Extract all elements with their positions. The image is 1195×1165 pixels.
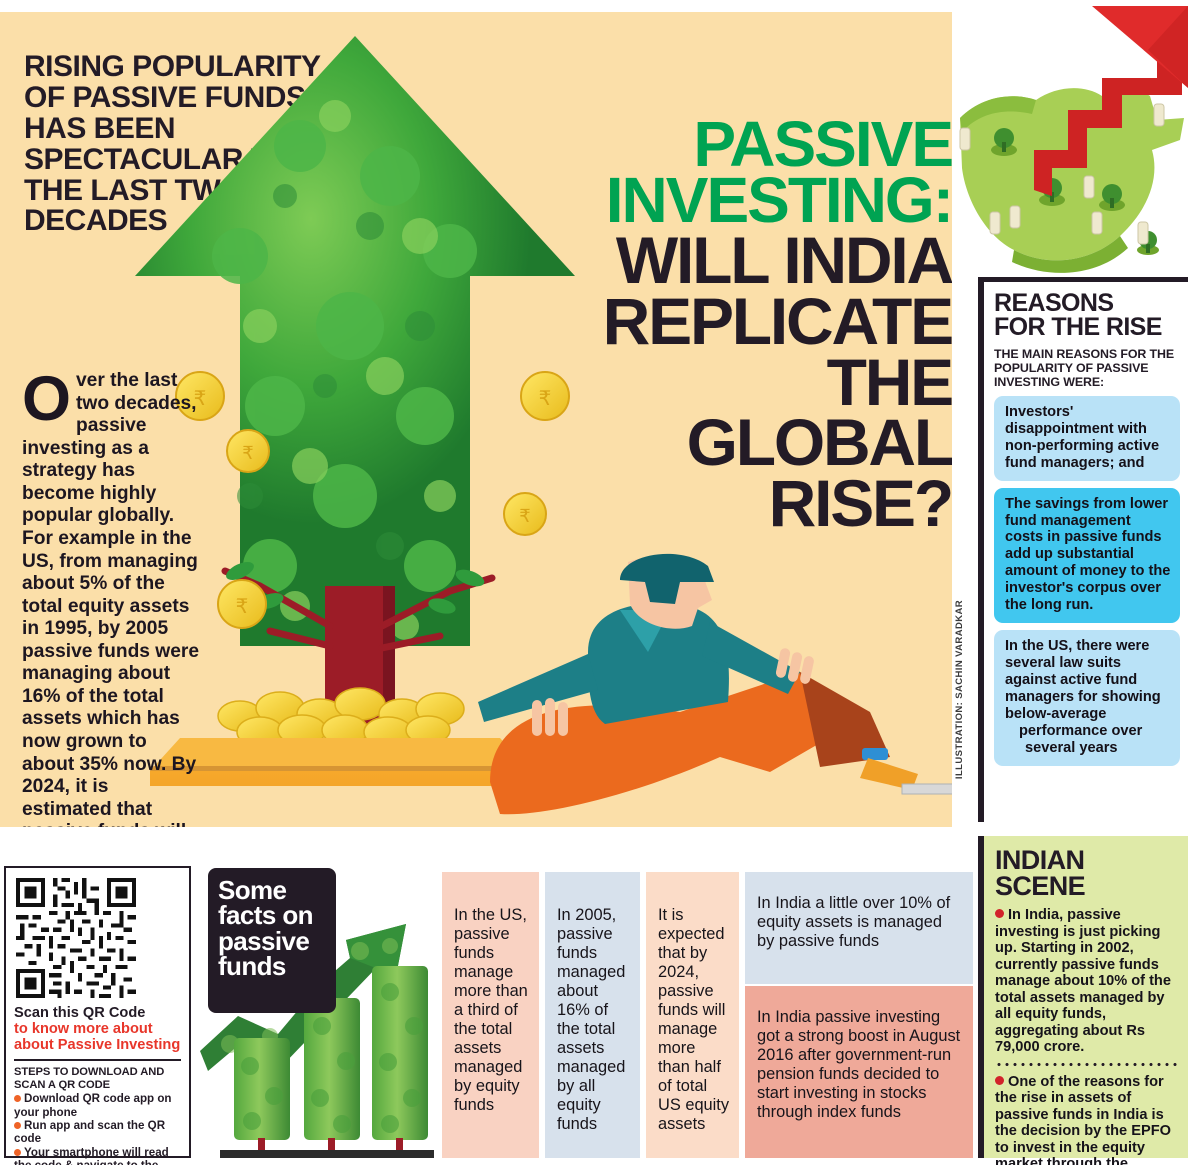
facts-badge-line-3: passive — [218, 925, 310, 956]
reason-item-1-text: Investors' disappointment with non-perfo… — [1005, 403, 1160, 471]
headline-dark-line-1: WILL INDIA — [615, 222, 952, 297]
page-title: PASSIVE INVESTING: WILL INDIA REPLICATE … — [552, 108, 952, 541]
bullet-icon — [14, 1148, 21, 1156]
reasons-panel-title-line-1: REASONS — [994, 289, 1114, 317]
fact-tile-us-third: In the US, passive funds manage more tha… — [442, 872, 539, 1158]
qr-step-2: Run app and scan the QR code — [14, 1119, 181, 1146]
reason-item-3-indent-2: several years — [1025, 739, 1118, 756]
reason-item-3-indent-1: performance over — [1019, 722, 1143, 739]
intro-body-text: ver the last two decades, passive invest… — [22, 370, 200, 827]
fact-tile-india-ten: In India a little over 10% of equity ass… — [745, 872, 973, 984]
qr-headline-black: Scan this QR Code — [14, 1005, 146, 1021]
indian-scene-item-1: In India, passive investing is just pick… — [995, 907, 1178, 1055]
fact-tile-2005-sixteen: In 2005, passive funds managed about 16%… — [545, 872, 640, 1158]
qr-step-2-text: Run app and scan the QR code — [14, 1118, 166, 1146]
qr-headline-red: to know more about about Passive Investi… — [14, 1021, 181, 1054]
svg-text:₹: ₹ — [242, 443, 253, 463]
indian-panel-title-line-2: SCENE — [995, 870, 1086, 901]
drop-cap: O — [22, 364, 72, 434]
reasons-for-the-rise-panel: REASONS FOR THE RISE THE MAIN REASONS FO… — [978, 277, 1188, 822]
headline-dark-line-2: REPLICATE — [602, 284, 952, 359]
page-kicker: RISING POPULARITY OF PASSIVE FUNDS HAS B… — [24, 50, 320, 238]
qr-step-1: Download QR code app on your phone — [14, 1092, 181, 1119]
facts-badge-line-4: funds — [218, 951, 286, 982]
fact-tile-2024-half: It is expected that by 2024, passive fun… — [646, 872, 739, 1158]
svg-text:₹: ₹ — [519, 506, 530, 526]
growing-hedge-bar-chart-illustration — [200, 924, 434, 1158]
some-facts-badge: Some facts on passive funds — [208, 868, 336, 1013]
indian-scene-item-2-text: One of the reasons for the rise in asset… — [995, 1073, 1171, 1165]
qr-divider — [14, 1059, 181, 1062]
bullet-icon — [995, 909, 1004, 919]
india-map-with-rising-arrow-illustration — [959, 6, 1188, 273]
indian-scene-item-2: One of the reasons for the rise in asset… — [995, 1074, 1178, 1165]
qr-code-icon[interactable] — [16, 878, 136, 998]
qr-step-1-text: Download QR code app on your phone — [14, 1092, 172, 1119]
qr-code-card[interactable]: Scan this QR Code to know more about abo… — [4, 866, 191, 1165]
qr-step-3-text: Your smartphone will read the code & nav… — [14, 1145, 169, 1165]
facts-badge-line-1: Some — [218, 875, 287, 905]
qr-step-3: Your smartphone will read the code & nav… — [14, 1146, 181, 1165]
indian-panel-title-line-1: INDIAN — [995, 845, 1085, 875]
bullet-icon — [14, 1095, 21, 1103]
illustration-credit: ILLUSTRATION: SACHIN VARADKAR — [954, 600, 965, 780]
fact-tile-india-2016-boost: In India passive investing got a strong … — [745, 986, 973, 1158]
reason-item-3: In the US, there were several law suits … — [994, 630, 1180, 766]
svg-text:₹: ₹ — [539, 388, 552, 410]
hero-panel: ₹ ₹ ₹ ₹ ₹ — [0, 12, 952, 827]
reason-item-2: The savings from lower fund management c… — [994, 487, 1180, 624]
reason-item-1: Investors' disappointment with non-perfo… — [994, 395, 1180, 481]
seated-man-illustration — [478, 553, 952, 815]
headline-dark-line-3: THE GLOBAL — [686, 345, 952, 479]
dotted-divider — [995, 1062, 1178, 1066]
reason-item-3-text: In the US, there were several law suits … — [1005, 638, 1161, 722]
facts-badge-line-2: facts on — [218, 900, 313, 931]
reasons-panel-subtitle: THE MAIN REASONS FOR THE POPULARITY OF P… — [994, 346, 1175, 389]
bullet-icon — [995, 1075, 1004, 1085]
svg-text:₹: ₹ — [236, 596, 249, 618]
bullet-icon — [14, 1121, 21, 1129]
indian-scene-panel: INDIAN SCENE In India, passive investing… — [978, 836, 1188, 1165]
headline-green-line-2: INVESTING: — [605, 164, 952, 237]
headline-green-line-1: PASSIVE — [693, 108, 952, 180]
reason-item-2-text: The savings from lower fund management c… — [1005, 495, 1171, 614]
indian-scene-item-1-text: In India, passive investing is just pick… — [995, 907, 1171, 1056]
headline-dark-line-4: RISE? — [768, 466, 952, 541]
qr-steps-title: STEPS TO DOWNLOAD AND SCAN A QR CODE — [14, 1066, 165, 1092]
reasons-panel-title-line-2: FOR THE RISE — [994, 312, 1162, 341]
